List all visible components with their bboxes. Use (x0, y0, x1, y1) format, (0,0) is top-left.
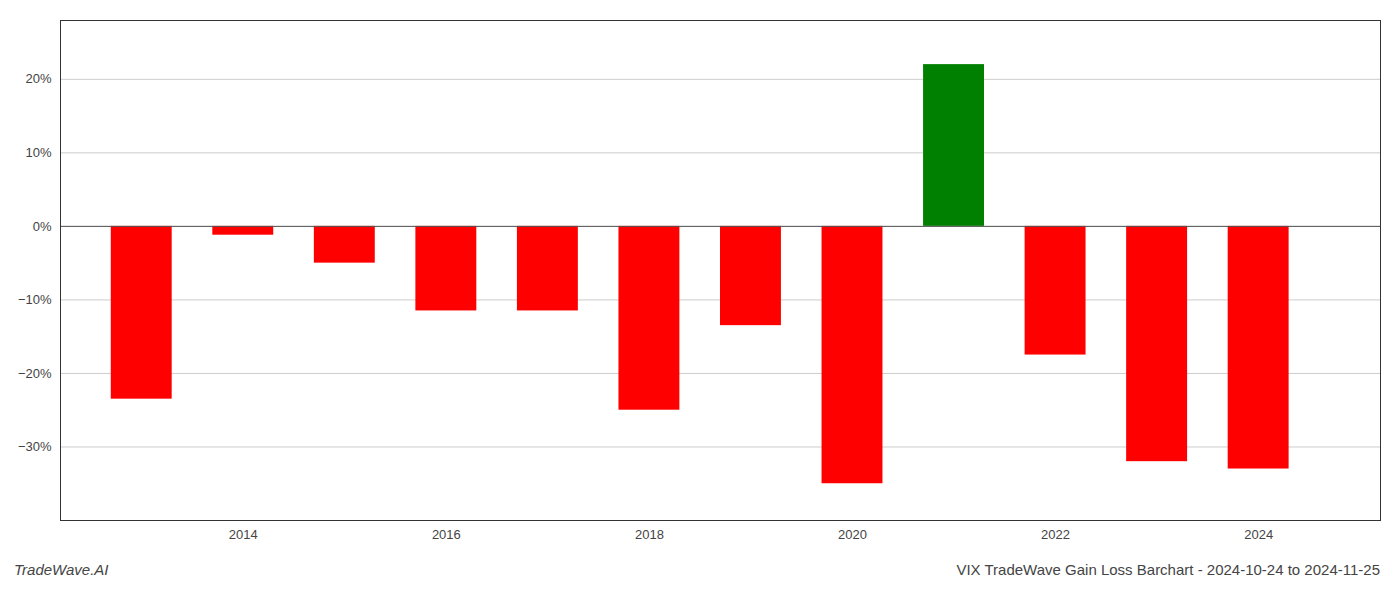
svg-text:2016: 2016 (432, 527, 461, 542)
svg-text:20%: 20% (25, 71, 51, 86)
svg-text:0%: 0% (33, 219, 52, 234)
svg-text:2018: 2018 (635, 527, 664, 542)
svg-text:2014: 2014 (229, 527, 258, 542)
svg-text:2022: 2022 (1041, 527, 1070, 542)
svg-text:−20%: −20% (18, 366, 52, 381)
svg-text:2024: 2024 (1244, 527, 1273, 542)
svg-text:2020: 2020 (838, 527, 867, 542)
svg-text:10%: 10% (25, 145, 51, 160)
svg-text:−10%: −10% (18, 292, 52, 307)
svg-text:−30%: −30% (18, 439, 52, 454)
html-text:VIX TradeWave Gain Loss Barcha: VIX TradeWave Gain Loss Barchart - 2024-… (956, 561, 1380, 578)
html-text:TradeWave.AI: TradeWave.AI (14, 561, 109, 578)
